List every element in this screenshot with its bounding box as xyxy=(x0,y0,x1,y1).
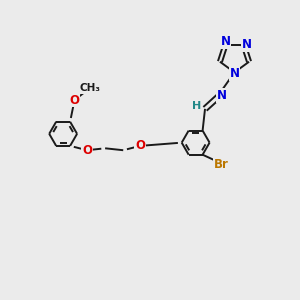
Text: N: N xyxy=(230,67,239,80)
Text: N: N xyxy=(220,35,230,48)
Text: O: O xyxy=(135,140,145,152)
Text: N: N xyxy=(217,89,227,102)
Text: CH₃: CH₃ xyxy=(80,83,101,93)
Text: O: O xyxy=(82,144,92,157)
Text: N: N xyxy=(242,38,252,51)
Text: O: O xyxy=(70,94,80,106)
Text: H: H xyxy=(192,101,201,112)
Text: Br: Br xyxy=(214,158,229,171)
